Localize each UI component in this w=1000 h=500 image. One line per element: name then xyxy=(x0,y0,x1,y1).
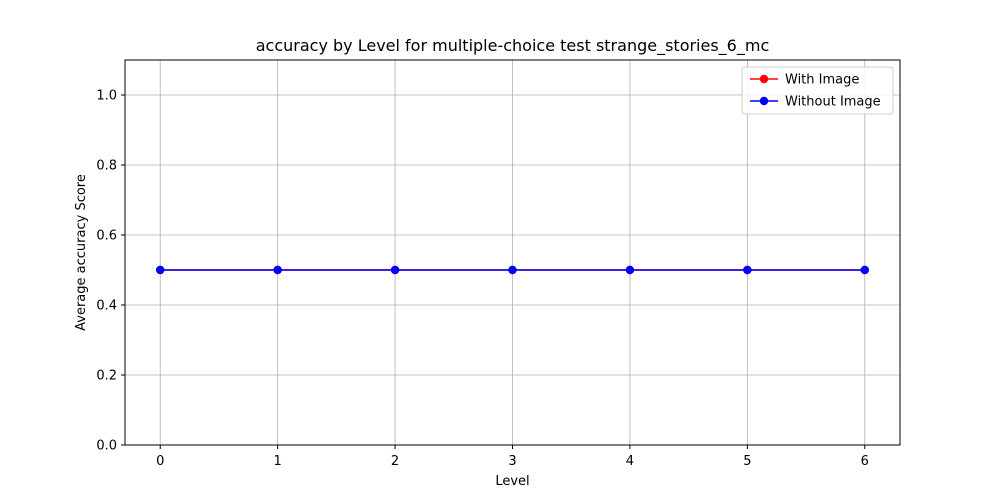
legend-item: With Image xyxy=(750,73,859,88)
x-axis-label: Level xyxy=(495,474,529,489)
series-layer xyxy=(156,265,869,275)
x-tick-label: 1 xyxy=(274,454,282,469)
data-point xyxy=(390,265,400,275)
legend-label: With Image xyxy=(785,73,859,88)
data-point xyxy=(508,265,517,275)
data-point xyxy=(743,265,752,275)
chart-title: accuracy by Level for multiple-choice te… xyxy=(256,36,770,56)
y-tick-label: 0.8 xyxy=(96,159,117,174)
data-point xyxy=(273,265,282,275)
y-tick-label: 0.4 xyxy=(96,299,117,314)
legend: With Image Without Image xyxy=(741,66,894,115)
x-tick-label: 6 xyxy=(861,454,869,469)
series-without-image xyxy=(156,265,869,275)
x-tick-label: 5 xyxy=(743,454,751,469)
y-tick-label: 0.2 xyxy=(96,369,117,384)
legend-label: Without Image xyxy=(785,95,881,110)
data-point xyxy=(156,265,165,275)
data-point xyxy=(860,265,869,275)
ticks: 0 1 2 3 4 5 6 0.0 0.2 0.4 0.6 0.8 1.0 xyxy=(96,89,869,470)
legend-marker xyxy=(759,96,769,106)
x-tick-label: 2 xyxy=(391,454,399,469)
y-axis-label: Average accuracy Score xyxy=(74,174,89,331)
x-tick-label: 0 xyxy=(156,454,164,469)
y-tick-label: 0.0 xyxy=(96,439,117,454)
legend-marker xyxy=(759,74,769,84)
x-tick-label: 4 xyxy=(626,454,634,469)
data-point xyxy=(625,265,635,275)
y-tick-label: 0.6 xyxy=(96,229,117,244)
x-tick-label: 3 xyxy=(508,454,516,469)
y-tick-label: 1.0 xyxy=(96,89,117,104)
legend-box xyxy=(741,66,894,115)
legend-item: Without Image xyxy=(750,95,881,110)
